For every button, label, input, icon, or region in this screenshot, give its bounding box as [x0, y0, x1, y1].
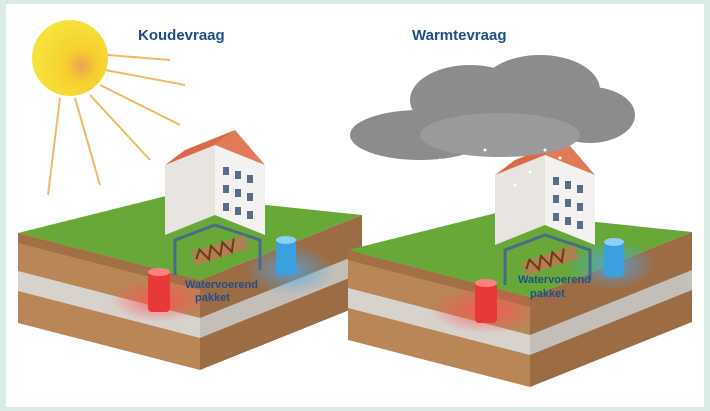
diagram: Koudevraag Warmtevraag Watervoerend pakk… — [0, 0, 710, 411]
aquifer-label: pakket — [195, 292, 230, 304]
aquifer-label: Watervoerend — [185, 279, 258, 291]
page: Koudevraag Warmtevraag Watervoerend pakk… — [0, 0, 710, 411]
warm-well — [148, 268, 170, 312]
aquifer-label: Watervoerend — [518, 274, 591, 286]
panel-title: Koudevraag — [138, 27, 225, 44]
panel-title: Warmtevraag — [412, 27, 506, 44]
cold-well — [276, 236, 296, 275]
warm-well — [475, 279, 497, 323]
aquifer-label: pakket — [530, 288, 565, 300]
cold-well — [604, 238, 624, 277]
